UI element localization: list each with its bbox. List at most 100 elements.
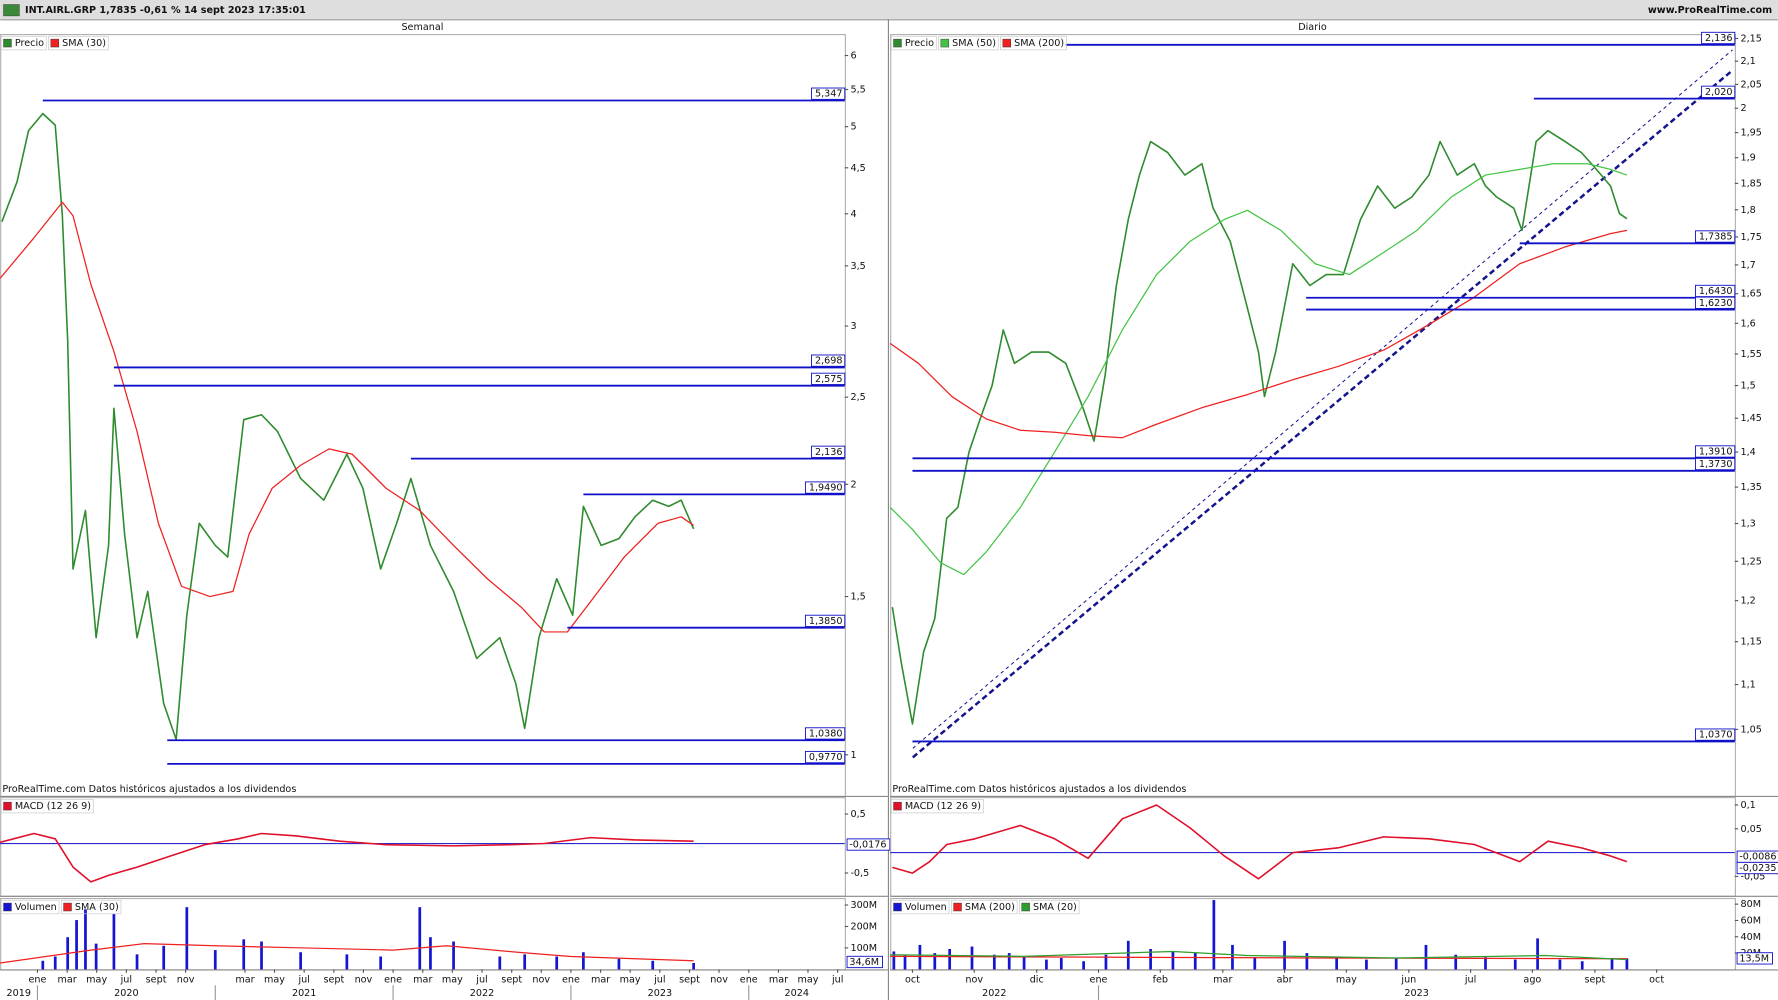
volume-bar xyxy=(299,952,302,970)
level-label-box xyxy=(1694,445,1736,458)
y-tick-label: 3 xyxy=(850,321,856,332)
volume-bar xyxy=(498,956,502,970)
series-line xyxy=(891,129,1628,725)
x-tick-label: may xyxy=(86,975,107,986)
volume-bar xyxy=(1305,953,1309,970)
level-label: 2,136 xyxy=(1705,33,1733,44)
y-tick-label: 1,65 xyxy=(1740,289,1761,300)
level-label-box xyxy=(804,727,846,740)
year-label: 2022 xyxy=(470,988,495,999)
volume-bar xyxy=(1171,951,1175,970)
x-tick-label: ene xyxy=(384,975,402,986)
year-label: 2024 xyxy=(785,988,810,999)
header-bar xyxy=(0,0,1778,20)
volume-bar xyxy=(94,943,98,970)
volume-bar xyxy=(1536,938,1539,970)
value-box xyxy=(846,838,891,851)
x-tick-label: mar xyxy=(1213,975,1232,986)
year-label: 2023 xyxy=(648,988,673,999)
y-tick-label: 1,9 xyxy=(1740,153,1755,164)
volume-bar xyxy=(1558,959,1562,970)
volume-bar xyxy=(84,909,87,970)
volume-bar xyxy=(185,907,189,970)
volume-bar xyxy=(1059,957,1063,970)
y-tick-label: -0,5 xyxy=(850,868,869,879)
volume-bar xyxy=(933,953,937,970)
x-tick-label: jul xyxy=(120,975,132,986)
y-tick-label: 1,05 xyxy=(1740,724,1761,735)
legend-label: Volumen xyxy=(905,902,947,913)
legend-swatch xyxy=(1002,38,1011,48)
series-line xyxy=(890,950,1627,961)
volume-bar xyxy=(1082,961,1085,970)
legend-swatch xyxy=(953,902,962,912)
legend-frame xyxy=(938,35,999,51)
legend-label: SMA (20) xyxy=(1033,902,1077,913)
level-label-box xyxy=(1694,728,1736,741)
legend-swatch xyxy=(893,902,902,912)
legend-label: SMA (200) xyxy=(1014,38,1064,49)
x-tick-label: oct xyxy=(1649,975,1664,986)
series-line xyxy=(0,832,694,883)
level-label: 1,9490 xyxy=(809,483,843,494)
legend-frame xyxy=(1000,35,1067,51)
x-tick-label: sept xyxy=(1584,975,1605,986)
x-tick-label: mar xyxy=(769,975,788,986)
volume-bar xyxy=(651,960,655,970)
y-tick-label: 2,5 xyxy=(850,392,865,403)
value-box-label: 34,6M xyxy=(849,957,879,968)
volume-bar xyxy=(582,952,585,970)
legend-swatch xyxy=(893,801,902,811)
x-tick-label: jul xyxy=(1464,975,1476,986)
x-tick-label: jun xyxy=(1400,975,1416,986)
quote: INT.AIRL.GRP 1,7835 -0,61 % 14 sept 2023… xyxy=(25,5,306,16)
volume-bar xyxy=(260,941,263,970)
legend-swatch xyxy=(1021,902,1030,912)
y-tick-label: 100M xyxy=(850,943,877,954)
volume-bar xyxy=(1610,957,1614,970)
year-label: 2020 xyxy=(114,988,139,999)
x-tick-label: may xyxy=(442,975,463,986)
y-tick-label: 6 xyxy=(850,51,856,62)
y-tick-label: 1,55 xyxy=(1740,349,1761,360)
volume-bar xyxy=(452,941,455,970)
x-tick-label: nov xyxy=(710,975,728,986)
legend-label: SMA (50) xyxy=(952,38,996,49)
app-icon xyxy=(3,4,20,17)
legend-frame xyxy=(0,798,94,814)
level-label-box xyxy=(811,87,846,100)
y-tick-label: 1,45 xyxy=(1740,413,1761,424)
level-label: 1,3910 xyxy=(1699,446,1733,457)
level-label: 1,3850 xyxy=(809,616,843,627)
y-tick-label: 0,1 xyxy=(1740,800,1755,811)
y-tick-label: 1,5 xyxy=(850,592,865,603)
legend-frame xyxy=(1019,899,1080,915)
value-box-label: -0,0235 xyxy=(1739,863,1776,874)
y-tick-label: 3,5 xyxy=(850,261,865,272)
x-tick-label: mar xyxy=(413,975,432,986)
y-tick-label: 1,7 xyxy=(1740,260,1755,271)
x-tick-label: sept xyxy=(501,975,522,986)
data-note: ProRealTime.com Datos históricos ajustad… xyxy=(2,783,296,795)
y-tick-label: 1,95 xyxy=(1740,128,1761,139)
volume-bar xyxy=(418,907,422,970)
level-label-box xyxy=(804,614,846,628)
series-line xyxy=(892,804,1628,880)
y-tick-label: 0,05 xyxy=(1740,824,1761,835)
volume-bar xyxy=(1513,959,1517,970)
x-tick-label: sept xyxy=(146,975,167,986)
legend-label: Precio xyxy=(905,38,934,49)
volume-bar xyxy=(379,956,383,970)
y-tick-label: -0,05 xyxy=(1740,871,1765,882)
x-tick-label: may xyxy=(264,975,285,986)
trend-line xyxy=(912,49,1733,749)
volume-bar xyxy=(1104,954,1108,970)
y-tick-label: 2 xyxy=(850,479,856,490)
x-tick-label: may xyxy=(620,975,641,986)
level-label-box xyxy=(1694,296,1736,309)
y-tick-label: 60M xyxy=(1740,915,1761,926)
x-tick-label: ene xyxy=(1090,975,1108,986)
volume-bar xyxy=(903,954,907,970)
